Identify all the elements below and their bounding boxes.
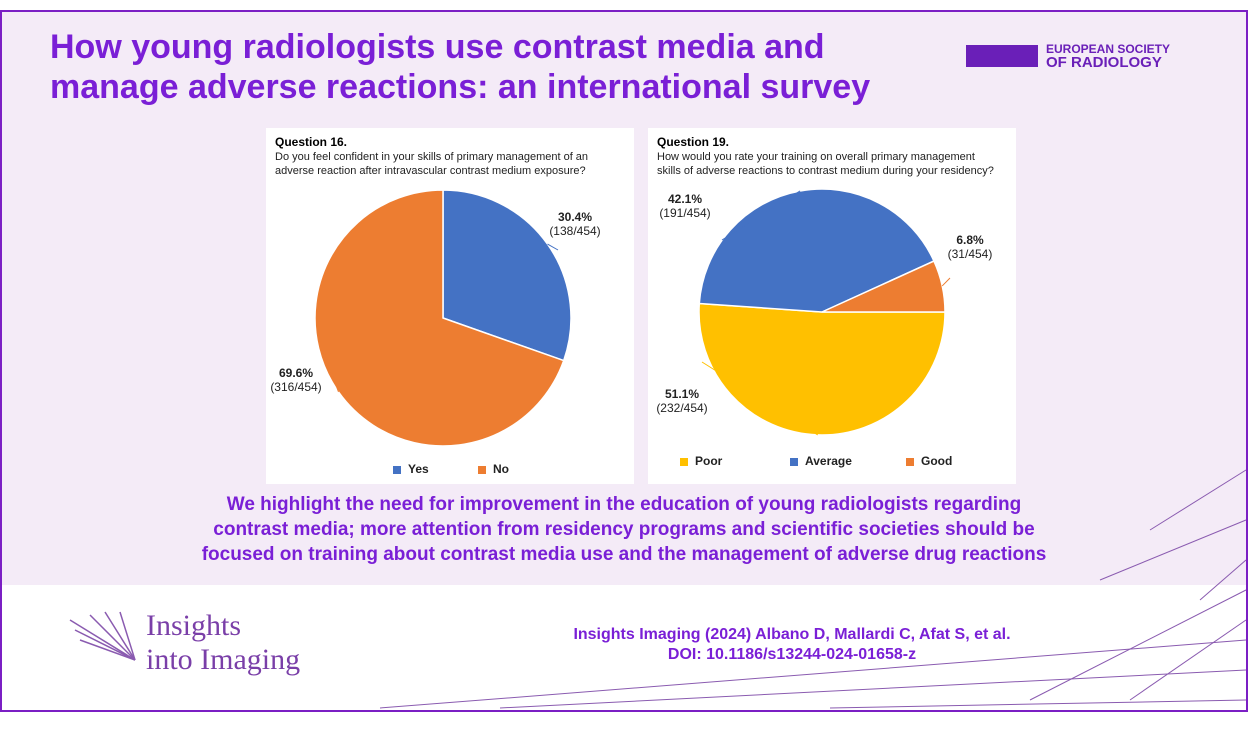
citation-line: DOI: 10.1186/s13244-024-01658-z [668, 646, 916, 663]
legend-label: Average [805, 454, 852, 468]
legend-label: Yes [408, 462, 429, 476]
chart-subtitle: adverse reaction after intravascular con… [275, 165, 586, 177]
chart-subtitle: Do you feel confident in your skills of … [275, 151, 588, 163]
legend-swatch [906, 458, 914, 466]
logo-mark [966, 45, 1038, 67]
count-label: (138/454) [549, 224, 600, 238]
leader-line [322, 349, 339, 393]
chart-subtitle: skills of adverse reactions to contrast … [657, 165, 994, 177]
pie-slice [314, 189, 565, 447]
title-line: How young radiologists use contrast medi… [50, 28, 825, 66]
leader-line [701, 361, 819, 436]
legend-label: Good [921, 454, 952, 468]
count-label: (31/454) [948, 247, 993, 261]
legend-swatch [393, 466, 401, 474]
conclusion-line: We highlight the need for improvement in… [227, 494, 1022, 515]
legend-label: No [493, 462, 509, 476]
conclusion-line: focused on training about contrast media… [202, 544, 1047, 565]
count-label: (232/454) [656, 401, 707, 415]
decor-lines [379, 469, 1247, 709]
esr-logo: EUROPEAN SOCIETY OF RADIOLOGY [966, 42, 1170, 71]
count-label: (191/454) [659, 206, 710, 220]
conclusion-line: contrast media; more attention from resi… [213, 519, 1034, 540]
data-label: 42.1% [668, 192, 702, 206]
data-label: 69.6% [279, 366, 313, 380]
title-line: manage adverse reactions: an internation… [50, 68, 870, 106]
legend-swatch [680, 458, 688, 466]
data-label: 6.8% [956, 233, 984, 247]
legend-label: Poor [695, 454, 723, 468]
logo-text: EUROPEAN SOCIETY [1046, 42, 1170, 56]
journal-name: Insights [146, 609, 241, 642]
chart-subtitle: How would you rate your training on over… [657, 151, 975, 163]
leader-line [721, 190, 801, 241]
legend-swatch [790, 458, 798, 466]
count-label: (316/454) [270, 380, 321, 394]
chart-title: Question 16. [275, 135, 347, 149]
journal-logo: Insights into Imaging [69, 609, 300, 676]
legend-swatch [478, 466, 486, 474]
leader-line [547, 243, 559, 251]
leader-line [941, 277, 951, 287]
chart-title: Question 19. [657, 135, 729, 149]
data-label: 30.4% [558, 210, 592, 224]
logo-text: OF RADIOLOGY [1046, 54, 1162, 71]
citation-line: Insights Imaging (2024) Albano D, Mallar… [573, 626, 1010, 643]
data-label: 51.1% [665, 387, 699, 401]
journal-mark [69, 611, 136, 661]
pie-slice [821, 260, 946, 313]
journal-name: into Imaging [146, 643, 300, 676]
